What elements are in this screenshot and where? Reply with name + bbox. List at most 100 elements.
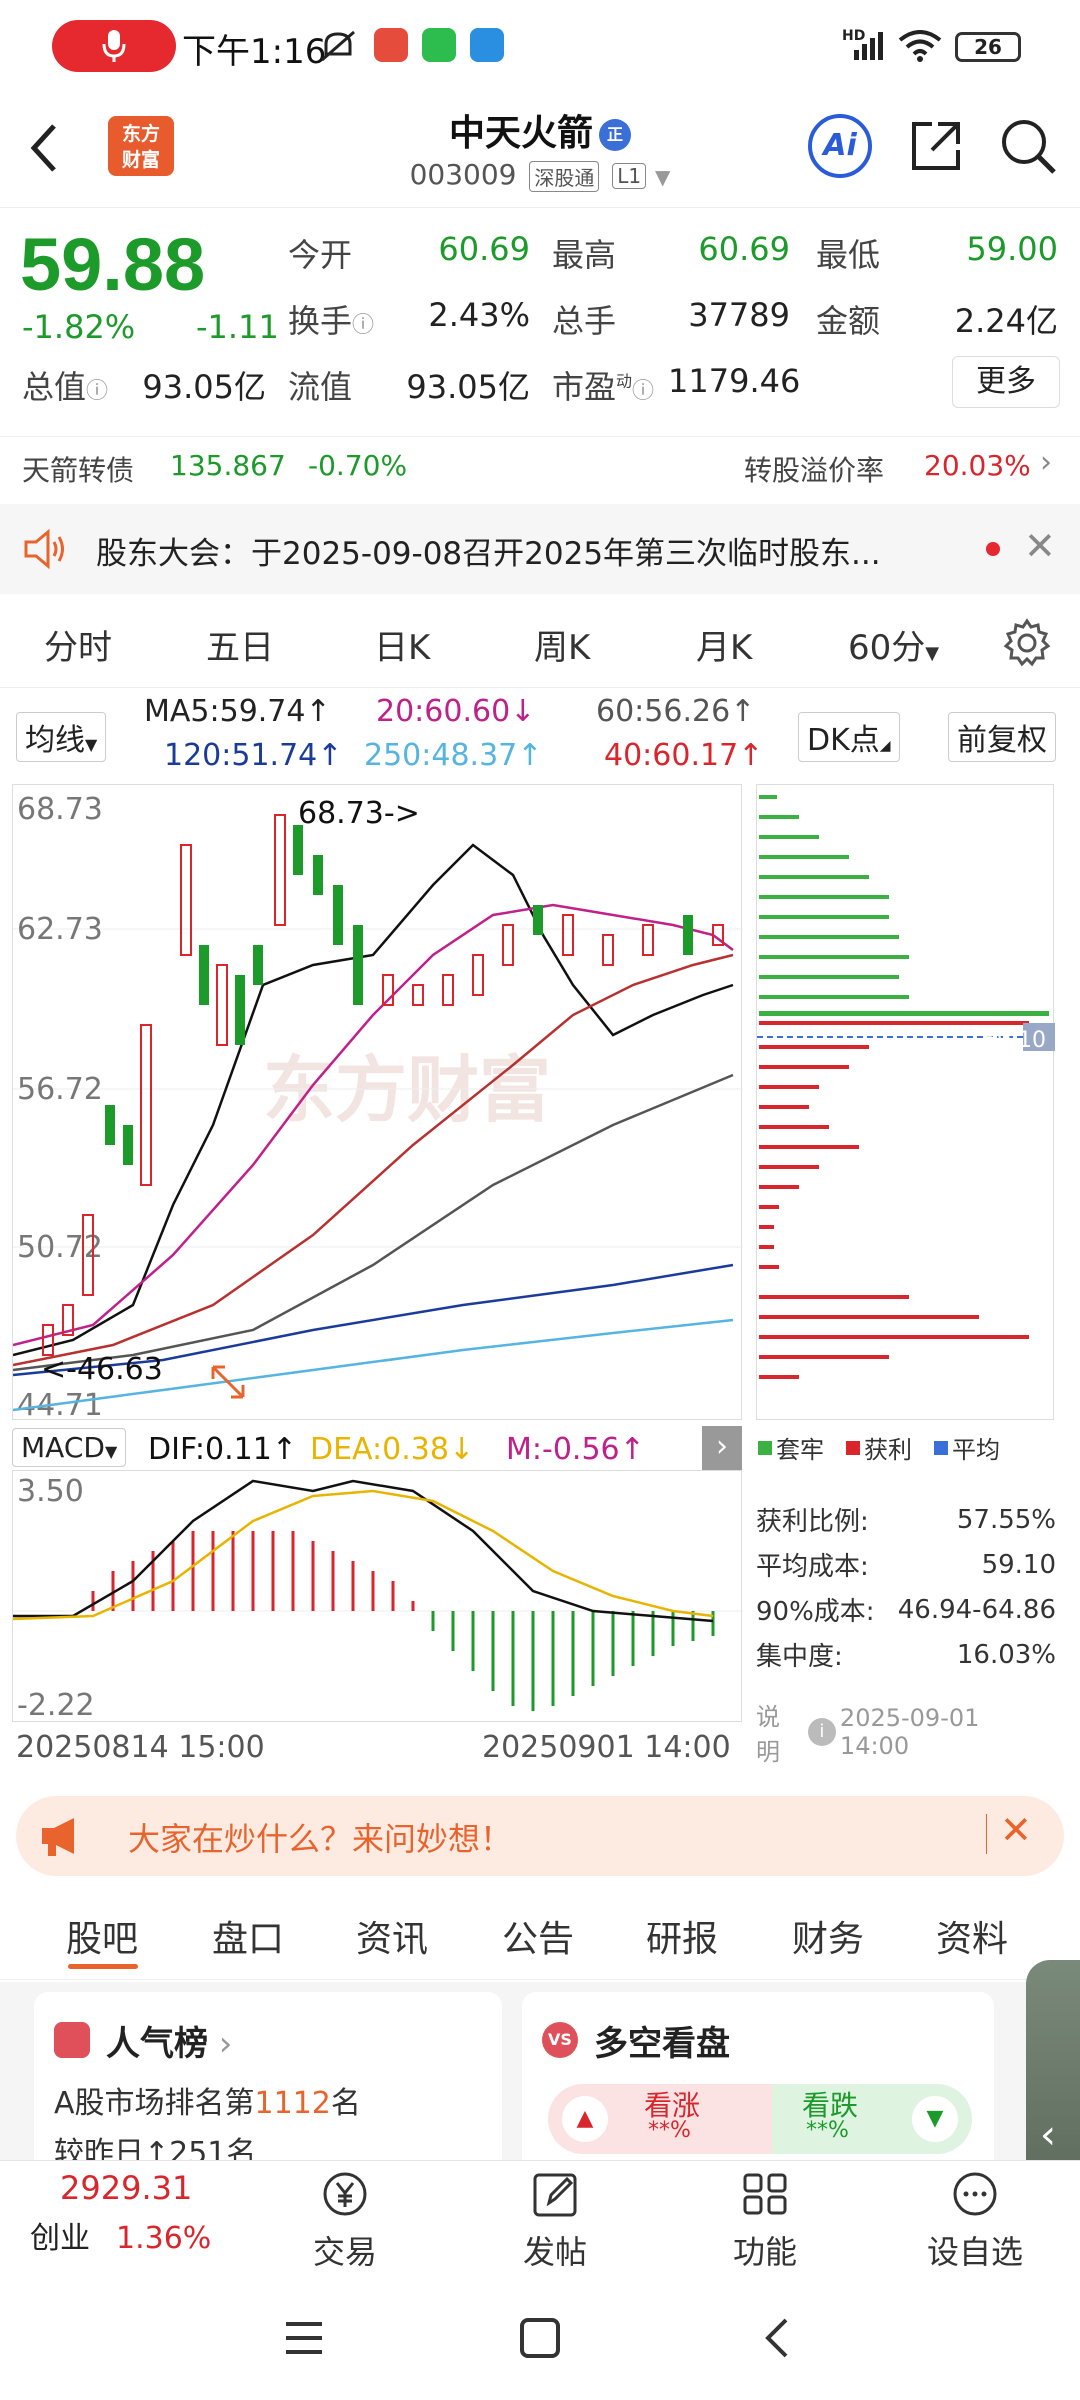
close-icon[interactable]: ✕ bbox=[1000, 1808, 1032, 1852]
tab-orderbook[interactable]: 盘口 bbox=[212, 1919, 285, 1960]
divider bbox=[986, 1814, 987, 1854]
features-label: 功能 bbox=[732, 2233, 797, 2271]
chip-bars-green bbox=[759, 795, 1049, 1016]
triangle-up-icon: ▲ bbox=[562, 2096, 608, 2142]
kline-chart[interactable]: 东方财富 68.73 62.73 56.72 50.72 44.71 bbox=[12, 784, 743, 1423]
tab-intraday[interactable]: 分时 bbox=[44, 628, 112, 668]
settings-gear-icon[interactable] bbox=[1002, 618, 1052, 668]
macd-dea: DEA:0.38↓ bbox=[310, 1432, 475, 1467]
tab-announcements[interactable]: 公告 bbox=[502, 1919, 575, 1960]
tab-news[interactable]: 资讯 bbox=[356, 1919, 429, 1960]
tab-monthly-k[interactable]: 月K bbox=[696, 628, 753, 668]
close-icon[interactable]: ✕ bbox=[1024, 524, 1056, 568]
index-value: 2929.31 bbox=[60, 2169, 193, 2207]
pe-label[interactable]: 市盈动ⓘ bbox=[552, 368, 655, 406]
turnover-label[interactable]: 换手ⓘ bbox=[288, 302, 375, 340]
info-icon: i bbox=[807, 1718, 836, 1746]
ma60-value: 60:56.26↑ bbox=[596, 694, 756, 729]
convertible-bond-row[interactable]: 天箭转债 135.867 -0.70% 转股溢价率 20.03% › bbox=[0, 436, 1080, 500]
trade-button[interactable]: 交易 bbox=[270, 2169, 420, 2273]
index-ticker[interactable]: 2929.31 创业 1.36% bbox=[30, 2169, 250, 2257]
pe-value: 1179.46 bbox=[668, 362, 801, 400]
index-name: 创业 bbox=[30, 2221, 90, 2256]
legend-swatch-blue bbox=[934, 1440, 948, 1455]
info-icon: ⓘ bbox=[86, 379, 109, 404]
popularity-card[interactable]: 人气榜 › A股市场排名第1112名 较昨日↑251名 bbox=[34, 1992, 502, 2162]
ai-button[interactable]: Ai bbox=[808, 114, 872, 178]
macd-chart[interactable]: 3.50 -2.22 bbox=[12, 1470, 743, 1723]
tab-research[interactable]: 研报 bbox=[646, 1919, 719, 1960]
bull-label: 看涨 bbox=[644, 2089, 701, 2122]
chip-stat-row: 90%成本: 46.94-64.86 bbox=[756, 1594, 1056, 1628]
stock-name: 中天火箭 bbox=[448, 113, 593, 154]
share-icon[interactable] bbox=[906, 116, 966, 176]
triangle-down-icon: ▼ bbox=[912, 2096, 958, 2142]
legend-average: 平均 bbox=[952, 1436, 1000, 1464]
bear-value: **% bbox=[806, 2118, 849, 2143]
volume-value: 37789 bbox=[688, 296, 790, 334]
open-label: 今开 bbox=[288, 236, 353, 274]
grid-icon bbox=[743, 2173, 787, 2215]
home-icon[interactable] bbox=[518, 2316, 562, 2360]
ma120-line bbox=[12, 1263, 734, 1377]
macd-m: M:-0.56↑ bbox=[506, 1432, 645, 1467]
expand-icon[interactable] bbox=[211, 1365, 245, 1399]
float-cap-label: 流值 bbox=[288, 368, 353, 406]
amount-label: 金额 bbox=[816, 302, 881, 340]
chevron-right-icon[interactable]: › bbox=[702, 1426, 742, 1470]
amount-value: 2.24亿 bbox=[954, 302, 1058, 340]
market-cap-label[interactable]: 总值ⓘ bbox=[22, 368, 109, 406]
search-icon[interactable] bbox=[998, 116, 1058, 176]
bear-label: 看跌 bbox=[802, 2089, 859, 2122]
stock-header: 东方 财富 中天火箭正 003009 深股通 L1 ▼ Ai bbox=[0, 92, 1080, 208]
ma250-line bbox=[12, 1318, 734, 1412]
legend-swatch-green bbox=[758, 1440, 772, 1455]
recording-indicator[interactable] bbox=[52, 20, 176, 72]
ai-banner[interactable]: 大家在炒什么？来问妙想！ ✕ bbox=[16, 1796, 1064, 1876]
tab-financials[interactable]: 财务 bbox=[792, 1919, 865, 1960]
more-dots-icon bbox=[953, 2172, 997, 2216]
adjust-button[interactable]: 前复权 bbox=[948, 712, 1056, 762]
tab-forum[interactable]: 股吧 bbox=[66, 1919, 139, 1960]
more-button[interactable]: 更多 bbox=[952, 356, 1060, 408]
ma40-value: 40:60.17↑ bbox=[604, 738, 764, 773]
chip-note[interactable]: 说明 i 2025-09-01 14:00 bbox=[756, 1703, 980, 1766]
chart-bar-icon bbox=[54, 2022, 90, 2058]
high-value: 60.69 bbox=[698, 230, 790, 268]
premium-label: 转股溢价率 bbox=[744, 454, 885, 487]
bear-button[interactable]: 看跌 **% ▼ bbox=[772, 2084, 972, 2154]
current-price: 59.88 bbox=[20, 223, 206, 306]
long-short-title: 多空看盘 bbox=[594, 2024, 730, 2064]
back-nav-icon[interactable] bbox=[756, 2316, 800, 2360]
notice-bar[interactable]: 股东大会：于2025-09-08召开2025年第三次临时股东... ✕ bbox=[0, 504, 1080, 594]
wifi-icon bbox=[898, 30, 942, 62]
post-button[interactable]: 发帖 bbox=[480, 2169, 630, 2273]
features-button[interactable]: 功能 bbox=[690, 2169, 840, 2273]
low-label: 最低 bbox=[816, 236, 881, 274]
indicator-selector[interactable]: 均线▼ bbox=[16, 712, 107, 762]
eastmoney-logo[interactable]: 东方 财富 bbox=[108, 116, 174, 176]
bond-name: 天箭转债 bbox=[22, 454, 135, 487]
long-short-card[interactable]: VS 多空看盘 ▲ 看涨 **% 看跌 **% ▼ bbox=[522, 1992, 994, 2162]
dk-point-button[interactable]: DK点◢ bbox=[798, 712, 900, 762]
logo-text-2: 财富 bbox=[121, 149, 160, 171]
signal-icon bbox=[854, 32, 883, 60]
menu-icon[interactable] bbox=[282, 2318, 326, 2358]
bull-button[interactable]: ▲ 看涨 **% bbox=[548, 2084, 772, 2154]
macd-selector[interactable]: MACD▼ bbox=[12, 1428, 127, 1467]
tab-weekly-k[interactable]: 周K bbox=[534, 628, 591, 668]
chip-stat-row: 集中度: 16.03% bbox=[756, 1639, 1056, 1673]
stock-code-row[interactable]: 003009 深股通 L1 ▼ bbox=[0, 158, 1080, 192]
tab-profile[interactable]: 资料 bbox=[936, 1919, 1009, 1960]
enterprise-badge-icon: 正 bbox=[599, 119, 631, 151]
banner-text: 大家在炒什么？来问妙想！ bbox=[128, 1820, 513, 1858]
ma20-value: 20:60.60↓ bbox=[376, 694, 536, 729]
tab-60min[interactable]: 60分▼ bbox=[848, 628, 940, 668]
back-icon[interactable] bbox=[22, 118, 66, 178]
corner-triangle-icon: ◢ bbox=[879, 738, 891, 754]
ma5-value: MA5:59.74↑ bbox=[144, 694, 331, 729]
add-watchlist-button[interactable]: 设自选 bbox=[900, 2169, 1050, 2273]
chip-distribution-chart[interactable]: 59.10 bbox=[756, 784, 1055, 1420]
tab-five-day[interactable]: 五日 bbox=[206, 628, 274, 668]
tab-daily-k[interactable]: 日K bbox=[374, 628, 431, 668]
